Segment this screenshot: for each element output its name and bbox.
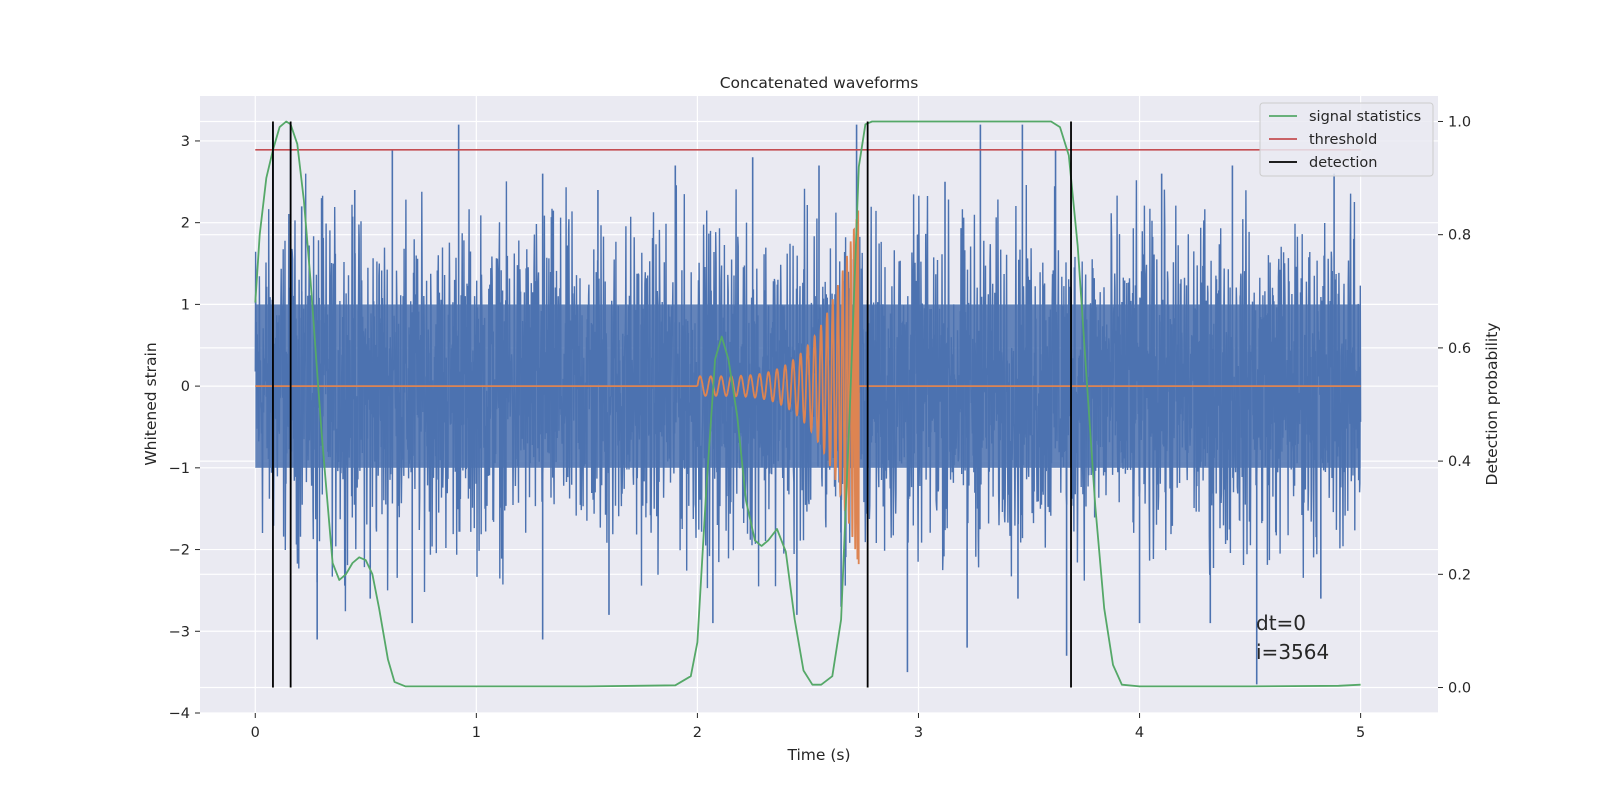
annotation-index: i=3564 bbox=[1256, 640, 1329, 664]
y-tick-label: −2 bbox=[169, 543, 190, 559]
annotation-dt: dt=0 bbox=[1256, 611, 1306, 635]
x-tick-label: 5 bbox=[1356, 725, 1365, 741]
x-tick-label: 0 bbox=[251, 725, 260, 741]
y2-axis-label: Detection probability bbox=[1483, 323, 1501, 486]
x-tick-label: 3 bbox=[914, 725, 923, 741]
legend-label-threshold: threshold bbox=[1309, 132, 1377, 148]
x-tick-label: 1 bbox=[472, 725, 481, 741]
x-tick-label: 2 bbox=[693, 725, 702, 741]
chart: 0 1 2 3 4 5 3 2 1 0 −1 −2 −3 −4 1.0 0.8 0.6 0.4 0.2 0.0 Con… bbox=[0, 0, 1600, 800]
y-tick-label: −1 bbox=[169, 461, 190, 477]
y-tick-label: −4 bbox=[169, 706, 190, 722]
legend: signal statistics threshold detection bbox=[1260, 103, 1433, 176]
legend-label-signal-statistics: signal statistics bbox=[1309, 109, 1421, 125]
legend-label-detection: detection bbox=[1309, 155, 1377, 171]
y-tick-label: 2 bbox=[181, 216, 190, 232]
y-tick-label: 0 bbox=[181, 379, 190, 395]
y-tick-label: −3 bbox=[169, 624, 190, 640]
x-tick-label: 4 bbox=[1135, 725, 1144, 741]
y2-tick-label: 1.0 bbox=[1448, 114, 1471, 130]
y2-tick-label: 0.6 bbox=[1448, 341, 1471, 357]
x-axis-label: Time (s) bbox=[786, 746, 850, 764]
y2-tick-label: 0.8 bbox=[1448, 228, 1471, 244]
y-axis-label: Whitened strain bbox=[142, 342, 160, 465]
y-tick-label: 1 bbox=[181, 297, 190, 313]
y2-tick-label: 0.0 bbox=[1448, 681, 1471, 697]
y2-tick-label: 0.2 bbox=[1448, 567, 1471, 583]
y2-tick-label: 0.4 bbox=[1448, 454, 1471, 470]
y-tick-label: 3 bbox=[181, 134, 190, 150]
chart-title: Concatenated waveforms bbox=[720, 74, 919, 92]
